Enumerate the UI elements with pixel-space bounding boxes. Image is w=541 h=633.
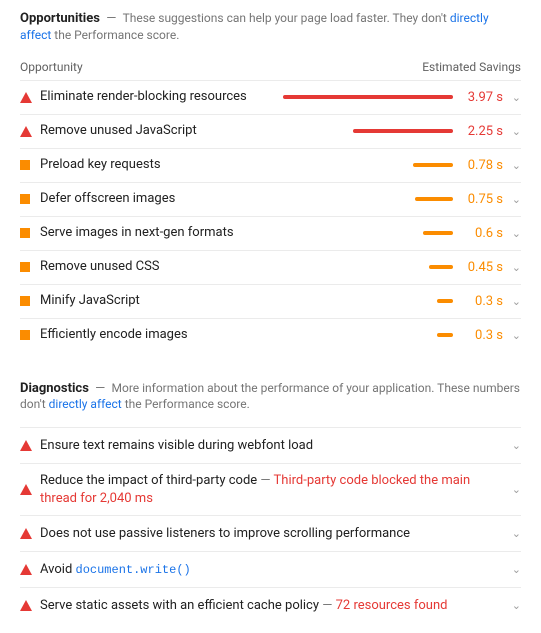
diagnostic-title: Ensure text remains visible during webfo…	[40, 437, 503, 455]
triangle-icon	[20, 440, 32, 451]
severity-icon	[20, 330, 40, 340]
diagnostic-row[interactable]: Avoid document.write()⌄	[20, 551, 521, 587]
square-icon	[20, 194, 30, 204]
opportunity-title: Remove unused JavaScript	[40, 122, 283, 140]
chevron-down-icon[interactable]: ⌄	[503, 439, 521, 452]
chevron-down-icon[interactable]: ⌄	[503, 599, 521, 612]
savings-bar	[283, 95, 453, 99]
opportunity-columns: Opportunity Estimated Savings	[20, 48, 521, 80]
savings-bar	[283, 197, 453, 201]
severity-icon	[20, 600, 40, 611]
opportunity-title: Serve images in next-gen formats	[40, 224, 283, 242]
diagnostic-row[interactable]: Ensure text remains visible during webfo…	[20, 427, 521, 463]
triangle-icon	[20, 564, 32, 575]
opportunity-title: Defer offscreen images	[40, 190, 283, 208]
opportunity-row[interactable]: Remove unused JavaScript 2.25 s⌄	[20, 114, 521, 148]
diagnostic-row[interactable]: Reduce the impact of third-party code — …	[20, 463, 521, 515]
savings-value: 0.6 s	[453, 226, 503, 241]
col-estimated-savings: Estimated Savings	[422, 60, 521, 74]
opportunity-title: Preload key requests	[40, 156, 283, 174]
square-icon	[20, 296, 30, 306]
chevron-down-icon[interactable]: ⌄	[503, 329, 521, 342]
opportunity-row[interactable]: Eliminate render-blocking resources 3.97 …	[20, 80, 521, 114]
severity-icon	[20, 528, 40, 539]
chevron-down-icon[interactable]: ⌄	[503, 563, 521, 576]
opportunity-title: Remove unused CSS	[40, 258, 283, 276]
severity-icon	[20, 194, 40, 204]
opportunities-list: Eliminate render-blocking resources 3.97 …	[20, 80, 521, 352]
opportunity-title: Efficiently encode images	[40, 326, 283, 344]
savings-value: 3.97 s	[453, 90, 503, 105]
opportunity-row[interactable]: Efficiently encode images 0.3 s⌄	[20, 318, 521, 352]
triangle-icon	[20, 484, 32, 495]
chevron-down-icon[interactable]: ⌄	[503, 261, 521, 274]
diagnostic-row[interactable]: Does not use passive listeners to improv…	[20, 515, 521, 551]
severity-icon	[20, 564, 40, 575]
directly-affect-link-2[interactable]: directly affect	[49, 397, 122, 411]
savings-bar	[283, 299, 453, 303]
savings-bar	[283, 163, 453, 167]
chevron-down-icon[interactable]: ⌄	[503, 193, 521, 206]
savings-value: 0.3 s	[453, 328, 503, 343]
savings-value: 0.3 s	[453, 294, 503, 309]
col-opportunity: Opportunity	[20, 60, 83, 74]
opportunity-title: Minify JavaScript	[40, 292, 283, 310]
severity-icon	[20, 440, 40, 451]
chevron-down-icon[interactable]: ⌄	[503, 227, 521, 240]
savings-value: 0.75 s	[453, 192, 503, 207]
chevron-down-icon[interactable]: ⌄	[503, 125, 521, 138]
savings-bar	[283, 231, 453, 235]
savings-value: 0.78 s	[453, 158, 503, 173]
opportunity-row[interactable]: Defer offscreen images 0.75 s⌄	[20, 182, 521, 216]
savings-bar	[283, 333, 453, 337]
chevron-down-icon[interactable]: ⌄	[503, 295, 521, 308]
savings-value: 0.45 s	[453, 260, 503, 275]
diagnostic-flag: 72 resources found	[332, 598, 447, 613]
opportunity-row[interactable]: Preload key requests 0.78 s⌄	[20, 148, 521, 182]
diagnostic-title: Reduce the impact of third-party code — …	[40, 472, 503, 507]
chevron-down-icon[interactable]: ⌄	[503, 159, 521, 172]
diagnostic-title: Does not use passive listeners to improv…	[40, 525, 503, 543]
triangle-icon	[20, 600, 32, 611]
opportunity-title: Eliminate render-blocking resources	[40, 88, 283, 106]
square-icon	[20, 160, 30, 170]
savings-bar	[283, 129, 453, 133]
severity-icon	[20, 484, 40, 495]
diagnostics-list: Ensure text remains visible during webfo…	[20, 427, 521, 623]
diagnostics-header: Diagnostics — More information about the…	[20, 380, 521, 414]
diagnostics-title: Diagnostics	[20, 381, 89, 396]
severity-icon	[20, 160, 40, 170]
diagnostic-flag: Third-party code blocked the main thread…	[40, 473, 470, 506]
opportunities-header: Opportunities — These suggestions can he…	[20, 10, 521, 44]
square-icon	[20, 262, 30, 272]
diagnostic-row[interactable]: Serve static assets with an efficient ca…	[20, 587, 521, 623]
savings-value: 2.25 s	[453, 124, 503, 139]
opportunity-row[interactable]: Minify JavaScript 0.3 s⌄	[20, 284, 521, 318]
triangle-icon	[20, 92, 32, 103]
severity-icon	[20, 228, 40, 238]
diagnostic-title: Serve static assets with an efficient ca…	[40, 597, 503, 615]
chevron-down-icon[interactable]: ⌄	[503, 91, 521, 104]
severity-icon	[20, 296, 40, 306]
triangle-icon	[20, 528, 32, 539]
severity-icon	[20, 126, 40, 137]
square-icon	[20, 330, 30, 340]
opportunity-row[interactable]: Remove unused CSS 0.45 s⌄	[20, 250, 521, 284]
square-icon	[20, 228, 30, 238]
opportunities-title: Opportunities	[20, 11, 100, 26]
chevron-down-icon[interactable]: ⌄	[503, 483, 521, 496]
severity-icon	[20, 262, 40, 272]
triangle-icon	[20, 126, 32, 137]
diagnostic-title: Avoid document.write()	[40, 561, 503, 579]
opportunity-row[interactable]: Serve images in next-gen formats 0.6 s⌄	[20, 216, 521, 250]
chevron-down-icon[interactable]: ⌄	[503, 527, 521, 540]
severity-icon	[20, 92, 40, 103]
code-snippet: document.write()	[76, 563, 191, 577]
savings-bar	[283, 265, 453, 269]
